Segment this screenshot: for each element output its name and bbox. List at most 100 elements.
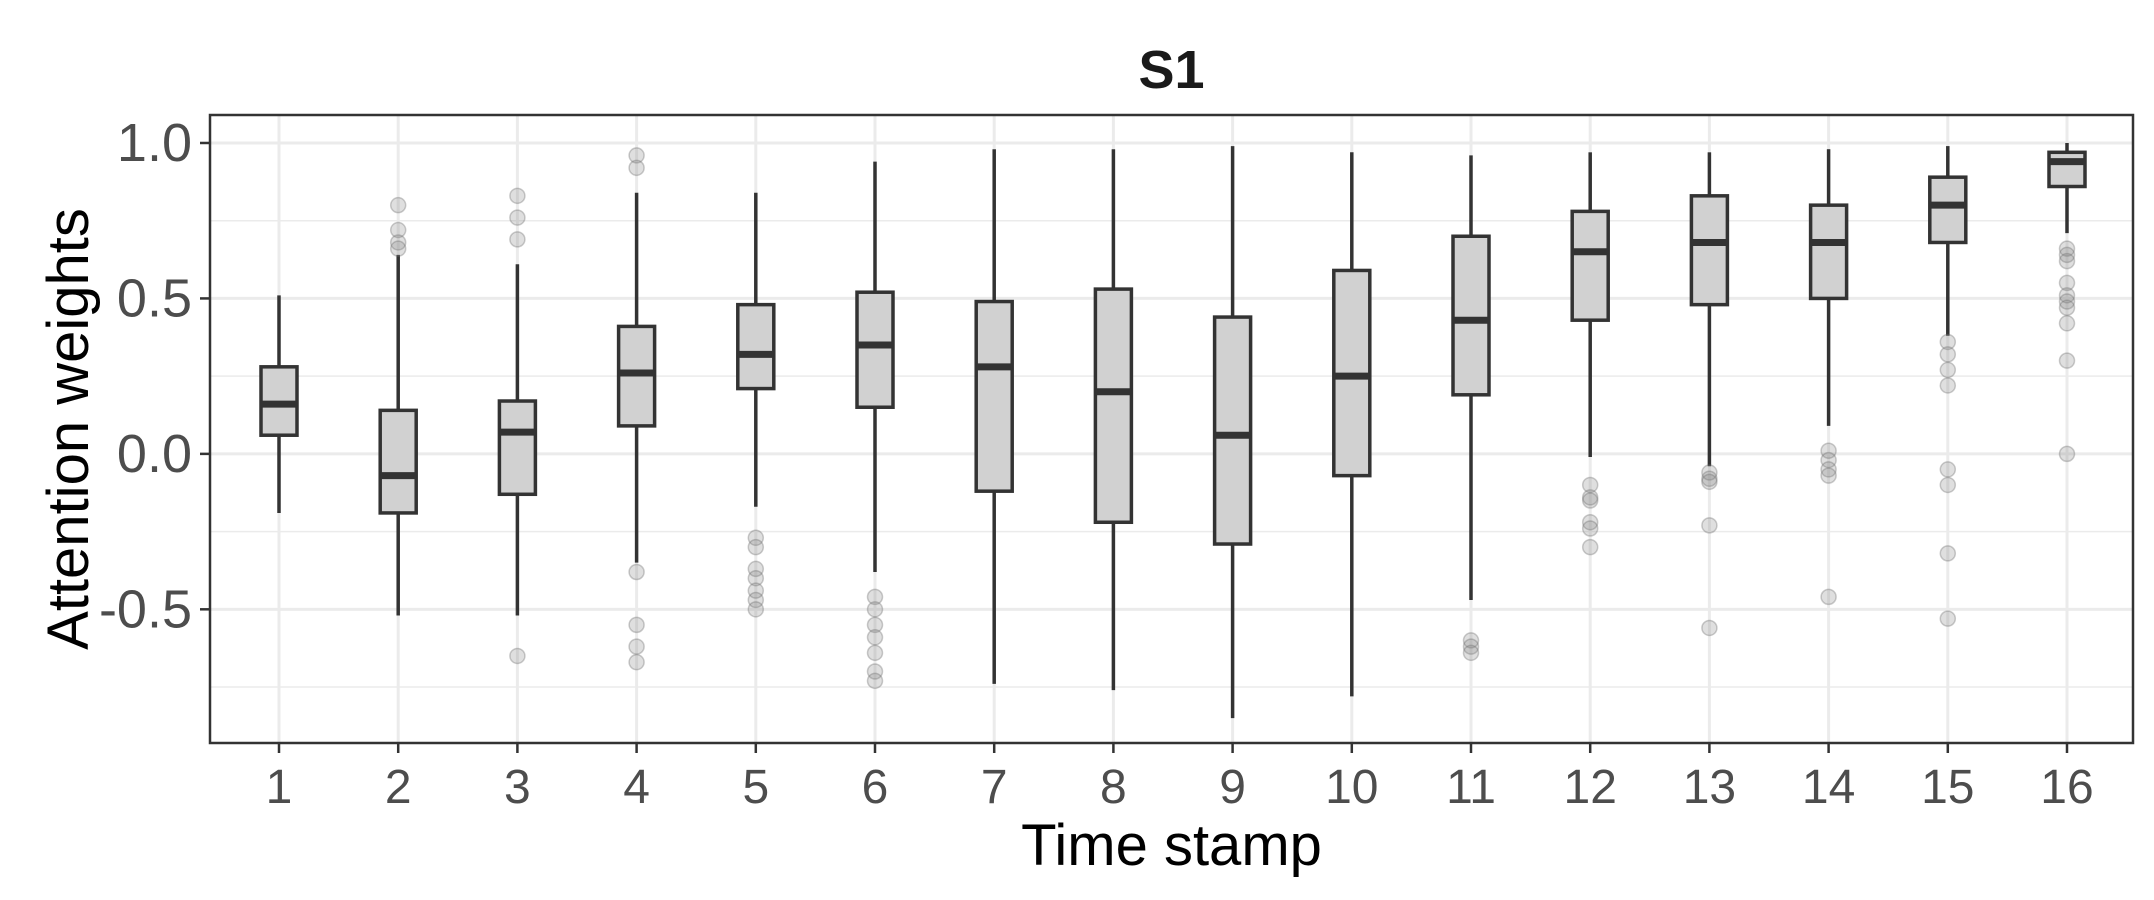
- outlier-point: [628, 638, 645, 655]
- box-14: [1808, 149, 1849, 426]
- outlier-point: [1701, 517, 1718, 534]
- outlier-point: [1939, 461, 1957, 478]
- outlier-point: [628, 159, 645, 177]
- outlier-point: [747, 529, 765, 547]
- outlier-point: [2058, 315, 2076, 332]
- outlier-point: [747, 601, 765, 618]
- outlier-point: [866, 672, 884, 690]
- outlier-point: [389, 234, 407, 251]
- outlier-point: [2058, 293, 2076, 310]
- x-tick-label: 7: [981, 761, 1008, 814]
- outlier-point: [509, 187, 526, 205]
- box-6: [855, 161, 895, 573]
- outlier-point: [1939, 545, 1957, 562]
- y-tick-label: 0.5: [117, 268, 192, 328]
- outlier-point: [1820, 461, 1837, 478]
- outlier-point: [1581, 492, 1599, 509]
- outlier-point: [389, 196, 407, 214]
- box-iqr: [1212, 315, 1253, 546]
- y-tick-label: -0.5: [99, 579, 192, 639]
- box-iqr: [378, 408, 418, 515]
- box-13: [1689, 152, 1730, 467]
- outlier-point: [1820, 451, 1837, 469]
- axes: -0.50.00.51.01 2 3 4 5 6 7 8 9 10 11 12 13 14 15 16: [99, 113, 2094, 814]
- box-iqr: [974, 299, 1014, 493]
- box-7: [974, 149, 1014, 684]
- outlier-point: [2058, 240, 2076, 257]
- outlier-point: [1820, 467, 1837, 484]
- box-5: [736, 192, 776, 507]
- box-iqr: [497, 399, 538, 497]
- y-tick-label: 1.0: [117, 113, 192, 173]
- outlier-point: [866, 588, 884, 606]
- outlier-point: [1581, 514, 1599, 531]
- box-16: [2047, 142, 2087, 234]
- outlier-point: [747, 591, 765, 609]
- x-tick-label: 14: [1802, 761, 1855, 814]
- outliers: [389, 147, 2076, 690]
- outlier-point: [2058, 252, 2076, 270]
- outlier-point: [866, 616, 884, 634]
- box-10: [1332, 152, 1372, 697]
- x-tick-label: 5: [742, 761, 769, 814]
- outlier-point: [1939, 610, 1957, 627]
- box-11: [1451, 155, 1491, 600]
- y-tick-label: 0.0: [117, 424, 192, 484]
- outlier-point: [1581, 489, 1599, 506]
- outlier-point: [1939, 361, 1957, 379]
- box-iqr: [1928, 175, 1968, 245]
- outlier-point: [2058, 299, 2076, 317]
- y-axis-label: Attention weights: [36, 208, 101, 650]
- box-9: [1212, 146, 1253, 719]
- box-15: [1928, 146, 1968, 336]
- x-tick-label: 13: [1683, 761, 1736, 814]
- outlier-point: [509, 231, 526, 248]
- chart-title: S1: [1138, 40, 1204, 100]
- outlier-point: [509, 209, 526, 226]
- outlier-point: [1820, 442, 1837, 460]
- box-12: [1570, 152, 1610, 457]
- x-tick-label: 6: [862, 761, 889, 814]
- x-tick-label: 15: [1921, 761, 1974, 814]
- box-iqr: [1093, 287, 1134, 525]
- outlier-point: [1820, 588, 1837, 606]
- box-iqr: [1451, 234, 1491, 397]
- outlier-point: [1581, 538, 1599, 556]
- outlier-point: [1939, 476, 1957, 494]
- outlier-point: [1701, 470, 1718, 487]
- outlier-point: [1939, 333, 1957, 351]
- x-tick-label: 8: [1100, 761, 1127, 814]
- outlier-point: [2058, 445, 2076, 463]
- outlier-point: [628, 653, 645, 671]
- box-iqr: [1808, 203, 1849, 301]
- box-1: [259, 295, 299, 513]
- outlier-point: [1462, 644, 1480, 662]
- outlier-point: [1462, 638, 1480, 655]
- box-iqr: [736, 302, 776, 391]
- outlier-point: [866, 601, 884, 618]
- outlier-point: [1701, 619, 1718, 637]
- outlier-point: [628, 563, 645, 581]
- box-iqr: [1570, 209, 1610, 322]
- outlier-point: [747, 560, 765, 578]
- outlier-point: [628, 616, 645, 634]
- outlier-point: [389, 240, 407, 257]
- outlier-point: [628, 147, 645, 164]
- outlier-point: [2058, 246, 2076, 264]
- outlier-point: [1701, 464, 1718, 481]
- outlier-point: [389, 221, 407, 239]
- outlier-point: [747, 569, 765, 587]
- x-tick-label: 9: [1219, 761, 1246, 814]
- box-iqr: [855, 290, 895, 409]
- boxes: [259, 142, 2087, 719]
- plot-panel-border: [208, 113, 2135, 745]
- x-tick-label: 12: [1564, 761, 1617, 814]
- outlier-point: [866, 663, 884, 680]
- outlier-point: [1462, 632, 1480, 649]
- outlier-point: [1581, 476, 1599, 494]
- outlier-point: [1939, 377, 1957, 394]
- outlier-point: [2058, 287, 2076, 304]
- box-4: [616, 192, 657, 563]
- box-2: [378, 254, 418, 616]
